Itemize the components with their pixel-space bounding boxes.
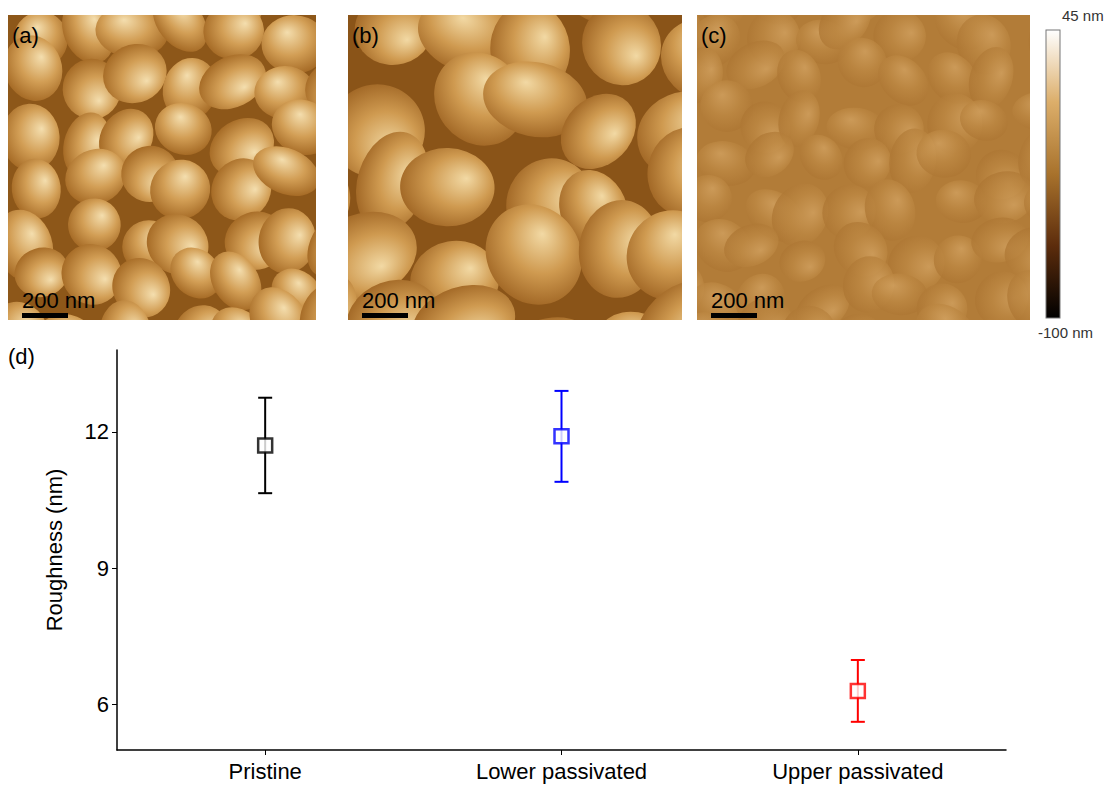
svg-text:9: 9	[97, 556, 109, 581]
svg-text:200 nm: 200 nm	[22, 288, 95, 313]
svg-text:6: 6	[97, 692, 109, 717]
svg-text:Roughness (nm): Roughness (nm)	[42, 469, 67, 632]
svg-text:200 nm: 200 nm	[711, 288, 784, 313]
svg-text:-100 nm: -100 nm	[1038, 324, 1093, 341]
svg-text:(b): (b)	[352, 23, 379, 48]
svg-text:45 nm: 45 nm	[1062, 7, 1104, 24]
svg-text:Lower passivated: Lower passivated	[476, 759, 647, 784]
svg-text:12: 12	[85, 419, 109, 444]
svg-text:(d): (d)	[8, 344, 35, 369]
svg-text:(a): (a)	[12, 23, 39, 48]
svg-text:Pristine: Pristine	[228, 759, 301, 784]
svg-text:Upper passivated: Upper passivated	[772, 759, 943, 784]
svg-text:(c): (c)	[701, 23, 727, 48]
svg-text:200 nm: 200 nm	[362, 288, 435, 313]
